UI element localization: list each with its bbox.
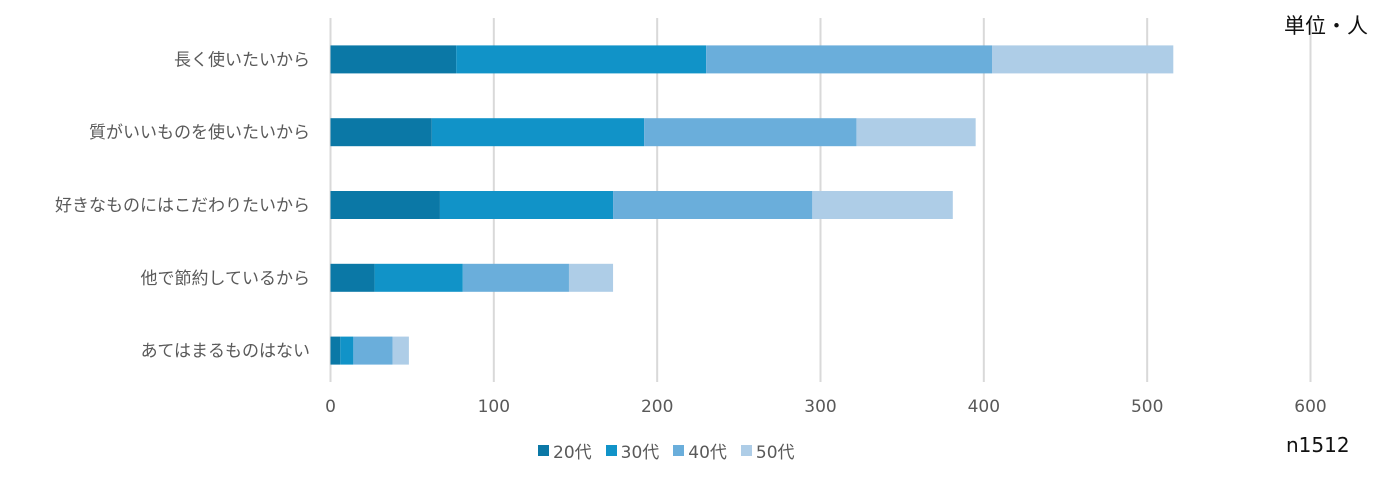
legend-swatch [740, 445, 752, 456]
bar-segment-40代 [706, 45, 992, 74]
x-tick-label: 100 [478, 397, 510, 417]
legend-label: 40代 [688, 443, 727, 463]
x-tick-label: 600 [1294, 397, 1326, 417]
x-tick-label: 200 [641, 397, 673, 417]
bar-segment-30代 [340, 336, 354, 365]
x-tick-label: 500 [1131, 397, 1163, 417]
bar-segment-50代 [856, 118, 976, 147]
category-label: 他で節約しているから [141, 269, 311, 289]
x-tick-label: 400 [968, 397, 1000, 417]
legend-item-20s: 20代 [538, 438, 592, 463]
category-label: 質がいいものを使いたいから [89, 122, 310, 143]
bar-segment-40代 [644, 118, 857, 147]
bar-segment-50代 [992, 45, 1174, 74]
bar-segment-30代 [431, 118, 645, 147]
x-tick-label: 300 [804, 397, 836, 417]
category-label: 長く使いたいから [174, 49, 310, 70]
legend-label: 30代 [620, 443, 660, 463]
legend-item-50s: 50代 [740, 438, 795, 463]
legend-label: 20代 [553, 443, 592, 463]
legend-label: 50代 [755, 443, 795, 463]
bar-segment-40代 [613, 191, 813, 219]
bar-segment-40代 [462, 263, 569, 292]
x-tick-label: 0 [325, 397, 336, 417]
legend-item-40s: 40代 [673, 438, 727, 463]
bar-segment-50代 [392, 336, 409, 365]
legend: 20代 30代 40代 50代 [538, 438, 795, 463]
legend-swatch [605, 445, 617, 456]
bar-segment-20代 [330, 191, 440, 219]
bar-segment-40代 [353, 336, 393, 365]
unit-label: 単位・人 [1284, 14, 1368, 38]
bar-segment-30代 [374, 263, 463, 292]
bar-segment-30代 [456, 45, 707, 74]
bar-segment-20代 [330, 263, 375, 292]
category-label: あてはまるものはない [141, 342, 310, 362]
bar-segment-20代 [330, 118, 432, 147]
sample-size-label: n1512 [1286, 433, 1350, 457]
bar-segment-20代 [330, 336, 341, 365]
bar-segment-30代 [439, 191, 614, 219]
legend-swatch [538, 445, 549, 456]
legend-swatch [673, 445, 685, 456]
bar-segment-20代 [330, 45, 457, 74]
bar-segment-50代 [812, 191, 953, 219]
legend-item-30s: 30代 [605, 438, 660, 463]
bar-segment-50代 [568, 263, 614, 292]
category-label: 好きなものにはこだわりたいから [55, 196, 310, 216]
